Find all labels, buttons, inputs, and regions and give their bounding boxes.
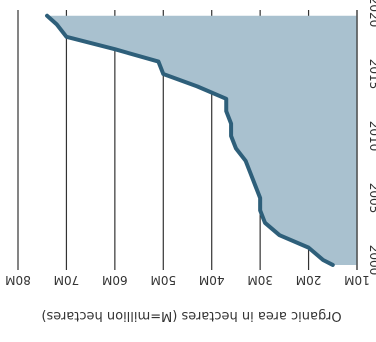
area-layer — [45, 10, 358, 270]
value-tick-label: 10M — [344, 273, 370, 287]
series-line — [45, 13, 335, 267]
year-tick-label: 2010 — [367, 121, 376, 152]
value-tick-label: 70M — [54, 273, 80, 287]
year-tick-labels: 2000 2005 2010 2015 2020 — [367, 0, 376, 275]
value-tick-label: 40M — [199, 273, 225, 287]
value-tick-label: 50M — [150, 273, 176, 287]
year-tick-label: 2015 — [367, 59, 376, 90]
year-tick-label: 2005 — [367, 183, 376, 214]
area-fill — [47, 15, 358, 265]
value-tick-label: 60M — [102, 273, 128, 287]
year-tick-label: 2020 — [367, 0, 376, 27]
value-tick-label: 20M — [296, 273, 322, 287]
value-tick-labels: 10M 20M 30M 40M 50M 60M 70M 80M — [5, 273, 370, 287]
year-tick-label: 2000 — [367, 245, 376, 276]
value-tick-label: 80M — [5, 273, 31, 287]
value-tick-label: 30M — [247, 273, 273, 287]
y-axis-title: Organic area in hectares (M=million hect… — [41, 308, 341, 323]
